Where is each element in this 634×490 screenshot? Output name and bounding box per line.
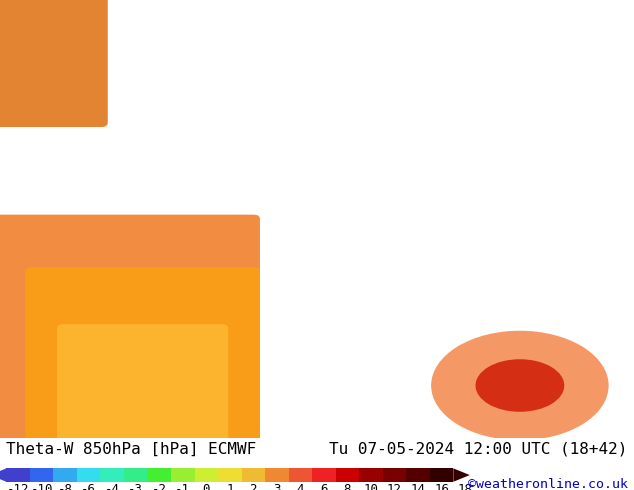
Text: Theta-W 850hPa [hPa] ECMWF: Theta-W 850hPa [hPa] ECMWF (6, 442, 257, 457)
Text: 12: 12 (387, 483, 402, 490)
Text: -8: -8 (58, 483, 73, 490)
Text: -6: -6 (81, 483, 96, 490)
Bar (100, 468, 124, 482)
Text: -3: -3 (128, 483, 143, 490)
Ellipse shape (476, 359, 564, 412)
Text: 18: 18 (458, 483, 472, 490)
Text: 6: 6 (320, 483, 328, 490)
Bar (288, 468, 312, 482)
Bar (124, 468, 148, 482)
Bar (77, 468, 100, 482)
Text: 1: 1 (226, 483, 233, 490)
Text: ©weatheronline.co.uk: ©weatheronline.co.uk (468, 478, 628, 490)
Bar (6, 468, 30, 482)
Bar (406, 468, 430, 482)
FancyBboxPatch shape (0, 215, 260, 451)
Text: 0: 0 (202, 483, 210, 490)
Text: -12: -12 (7, 483, 29, 490)
Ellipse shape (431, 331, 609, 440)
Text: 3: 3 (273, 483, 281, 490)
Text: Tu 07-05-2024 12:00 UTC (18+42): Tu 07-05-2024 12:00 UTC (18+42) (329, 442, 628, 457)
Bar (383, 468, 406, 482)
Bar (53, 468, 77, 482)
Text: 2: 2 (250, 483, 257, 490)
Bar (171, 468, 195, 482)
Bar (312, 468, 335, 482)
Text: 4: 4 (297, 483, 304, 490)
Bar (195, 468, 218, 482)
Text: 10: 10 (363, 483, 378, 490)
Text: 16: 16 (434, 483, 449, 490)
Bar (359, 468, 383, 482)
Text: -1: -1 (175, 483, 190, 490)
Bar (430, 468, 453, 482)
Bar (218, 468, 242, 482)
Bar (242, 468, 265, 482)
Text: -2: -2 (152, 483, 167, 490)
Bar (335, 468, 359, 482)
Text: -10: -10 (30, 483, 53, 490)
FancyBboxPatch shape (25, 267, 260, 442)
FancyArrow shape (0, 468, 6, 482)
Text: 8: 8 (344, 483, 351, 490)
Text: 14: 14 (411, 483, 425, 490)
Bar (265, 468, 288, 482)
Bar (30, 468, 53, 482)
FancyBboxPatch shape (0, 0, 108, 127)
FancyArrow shape (453, 468, 470, 482)
FancyBboxPatch shape (57, 324, 228, 442)
Text: -4: -4 (105, 483, 120, 490)
Bar (148, 468, 171, 482)
